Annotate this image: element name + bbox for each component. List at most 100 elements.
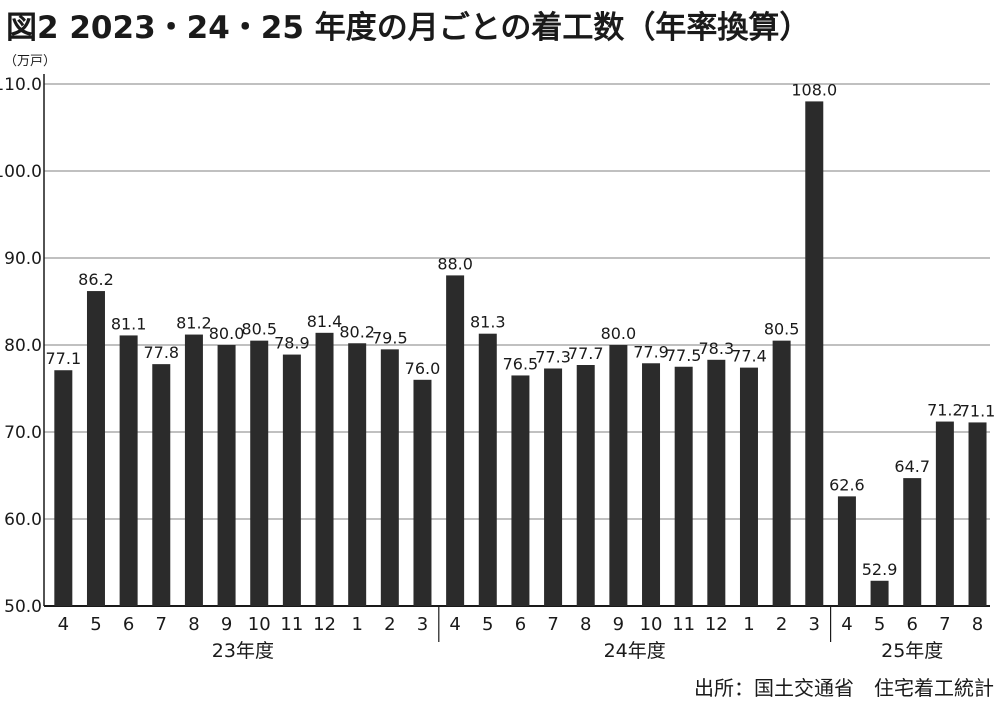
bar — [609, 345, 628, 606]
bar — [968, 422, 987, 606]
bar — [413, 379, 432, 606]
bar-value-label: 108.0 — [791, 80, 837, 99]
bar-value-label: 81.2 — [176, 314, 212, 333]
x-tick-label: 4 — [841, 614, 852, 635]
x-tick-label: 8 — [188, 614, 199, 635]
x-tick-label: 8 — [972, 614, 983, 635]
x-tick-label: 9 — [221, 614, 232, 635]
bar — [217, 345, 236, 606]
bar — [576, 365, 595, 606]
bar — [805, 101, 824, 607]
x-tick-label: 1 — [743, 614, 754, 635]
x-tick-label: 6 — [515, 614, 526, 635]
bar-value-label: 77.1 — [46, 349, 82, 368]
y-tick-label: 100.0 — [0, 162, 42, 182]
bar — [870, 580, 889, 606]
bar — [152, 364, 171, 606]
y-tick-label: 50.0 — [4, 597, 42, 617]
bar — [674, 366, 693, 606]
bar-value-label: 76.5 — [503, 354, 539, 373]
group-label: 23年度 — [212, 640, 274, 662]
x-tick-label: 4 — [58, 614, 69, 635]
bar — [903, 478, 922, 606]
group-label: 25年度 — [881, 640, 943, 662]
x-tick-label: 4 — [449, 614, 460, 635]
bar — [184, 334, 203, 606]
bar — [772, 340, 791, 606]
group-label: 24年度 — [604, 640, 666, 662]
bar-value-label: 86.2 — [78, 270, 114, 289]
bar-value-label: 78.3 — [699, 339, 735, 358]
x-tick-label: 11 — [280, 614, 303, 635]
bar-value-label: 80.5 — [241, 320, 277, 339]
bar — [315, 332, 334, 606]
bar-value-label: 62.6 — [829, 475, 865, 494]
bar-value-label: 71.1 — [960, 401, 996, 420]
bar-value-label: 71.2 — [927, 401, 963, 420]
bar-value-label: 88.0 — [437, 254, 473, 273]
source-note: 出所：国土交通省 住宅着工統計 — [694, 676, 994, 700]
bar — [250, 340, 269, 606]
y-tick-label: 110.0 — [0, 75, 42, 95]
chart-title: 図2 2023・24・25 年度の月ごとの着工数（年率換算） — [6, 10, 811, 46]
bar — [446, 275, 465, 606]
bar-value-label: 81.4 — [307, 312, 343, 331]
bar-value-label: 79.5 — [372, 328, 408, 347]
bar — [478, 333, 497, 606]
bar-value-label: 64.7 — [894, 457, 930, 476]
bar — [54, 370, 73, 606]
bar-value-label: 77.4 — [731, 347, 767, 366]
bar-value-label: 76.0 — [405, 359, 441, 378]
bar-value-label: 52.9 — [862, 560, 898, 579]
bar-value-label: 77.7 — [568, 344, 604, 363]
x-tick-label: 10 — [640, 614, 663, 635]
bar — [348, 343, 367, 606]
bar — [935, 421, 954, 606]
bar — [739, 367, 758, 606]
x-tick-label: 6 — [906, 614, 917, 635]
bar-value-label: 80.0 — [209, 324, 245, 343]
bar-value-label: 77.3 — [535, 347, 571, 366]
bar-value-label: 77.5 — [666, 346, 702, 365]
bar — [544, 368, 563, 606]
x-tick-label: 2 — [384, 614, 395, 635]
y-tick-label: 80.0 — [4, 336, 42, 356]
y-tick-label: 90.0 — [4, 249, 42, 269]
x-tick-label: 1 — [351, 614, 362, 635]
x-tick-label: 8 — [580, 614, 591, 635]
bar — [119, 335, 138, 606]
x-tick-label: 5 — [874, 614, 885, 635]
x-tick-label: 7 — [547, 614, 558, 635]
bar-value-label: 81.1 — [111, 314, 147, 333]
x-tick-label: 7 — [939, 614, 950, 635]
bar-value-label: 80.0 — [601, 324, 637, 343]
x-tick-label: 9 — [613, 614, 624, 635]
bar-value-label: 80.5 — [764, 320, 800, 339]
x-tick-label: 10 — [248, 614, 271, 635]
y-axis-unit: （万戸） — [4, 54, 57, 69]
x-tick-label: 2 — [776, 614, 787, 635]
bar — [837, 496, 856, 606]
y-tick-label: 70.0 — [4, 423, 42, 443]
x-tick-label: 7 — [156, 614, 167, 635]
x-tick-label: 12 — [705, 614, 728, 635]
bar — [707, 359, 726, 606]
bar-value-label: 77.8 — [143, 343, 179, 362]
x-tick-label: 6 — [123, 614, 134, 635]
x-tick-label: 5 — [90, 614, 101, 635]
x-tick-label: 5 — [482, 614, 493, 635]
x-tick-label: 11 — [672, 614, 695, 635]
bar — [380, 349, 399, 606]
bar — [511, 375, 530, 606]
x-tick-label: 3 — [417, 614, 428, 635]
bar — [282, 354, 301, 606]
x-tick-label: 3 — [809, 614, 820, 635]
bar — [642, 363, 661, 606]
bar-value-label: 77.9 — [633, 342, 669, 361]
bar-value-label: 80.2 — [339, 322, 375, 341]
x-tick-label: 12 — [313, 614, 336, 635]
bar — [86, 291, 105, 606]
bar-value-label: 78.9 — [274, 334, 310, 353]
y-tick-label: 60.0 — [4, 510, 42, 530]
